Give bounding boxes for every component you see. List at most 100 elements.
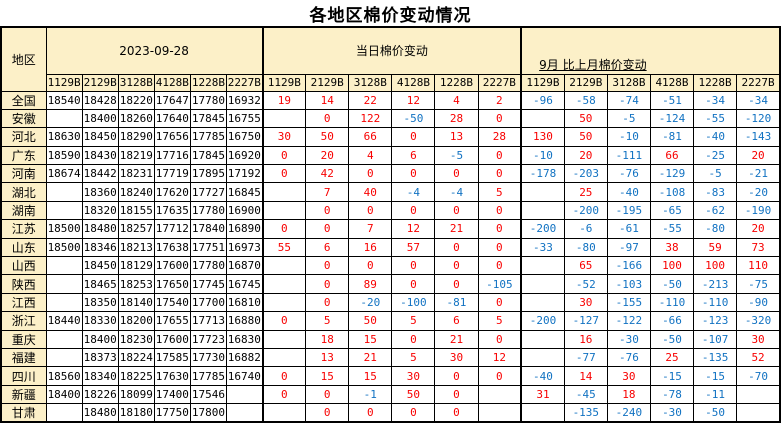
price-cell: 17785: [189, 366, 227, 386]
daily-change-cell: 0: [305, 274, 350, 294]
daily-change-cell: 0: [434, 366, 479, 386]
daily-change-cell: 20: [305, 145, 350, 166]
daily-change-cell: 5: [391, 311, 436, 331]
price-cell: 18290: [117, 127, 155, 147]
daily-change-cell: [261, 403, 307, 423]
price-cell: 17635: [153, 200, 191, 221]
monthly-change-cell: 25: [649, 347, 695, 368]
grade-header: 2227B: [736, 73, 781, 92]
monthly-change-cell: -74: [606, 90, 651, 110]
region-cell: 福建: [0, 347, 47, 368]
daily-change-cell: 22: [348, 90, 393, 110]
price-cell: 16740: [225, 366, 264, 386]
daily-change-cell: 0: [477, 108, 522, 129]
grade-header: 3128B: [606, 73, 651, 92]
daily-change-cell: 16: [348, 237, 393, 258]
monthly-change-cell: -21: [736, 164, 781, 184]
price-cell: 18200: [117, 311, 155, 331]
grade-header: 1129B: [520, 73, 565, 92]
price-cell: 18500: [45, 237, 83, 258]
price-cell: 18480: [81, 403, 119, 423]
monthly-change-cell: -5: [606, 108, 651, 129]
table-row: 河北 18630 18450 18290 17656 17785 16750 30 50 66 0 1…: [0, 127, 781, 147]
monthly-change-cell: -155: [606, 292, 651, 313]
monthly-change-cell: -50: [649, 329, 695, 349]
daily-change-cell: 122: [348, 108, 393, 129]
price-cell: 17780: [189, 200, 227, 221]
price-cell: 17585: [153, 347, 191, 368]
price-cell: 18330: [81, 311, 119, 331]
daily-change-cell: 28: [434, 108, 479, 129]
daily-change-cell: 5: [391, 347, 436, 368]
monthly-change-cell: 25: [563, 182, 608, 202]
daily-change-cell: 0: [434, 200, 479, 221]
monthly-change-cell: -52: [563, 274, 608, 294]
daily-change-cell: -50: [391, 108, 436, 129]
table-body: 全国 18540 18428 18220 17647 17780 16932 19 14 22 12…: [0, 90, 781, 423]
grade-header: 2129B: [81, 73, 119, 92]
monthly-change-cell: -320: [736, 311, 781, 331]
price-cell: 16900: [225, 200, 264, 221]
daily-change-cell: -81: [434, 292, 479, 313]
daily-change-cell: 0: [305, 403, 350, 423]
monthly-change-cell: -15: [693, 366, 738, 386]
price-cell: 18428: [81, 90, 119, 110]
daily-change-cell: 5: [305, 311, 350, 331]
table-row: 江西 18350 18140 17540 17700 16810 0 -20 -100 -81 0 3…: [0, 292, 781, 313]
grade-header: 3128B: [348, 73, 393, 92]
daily-change-cell: -105: [477, 274, 522, 294]
price-cell: [45, 256, 83, 276]
monthly-change-cell: -135: [693, 347, 738, 368]
monthly-change-cell: [520, 182, 565, 202]
daily-change-cell: [261, 256, 307, 276]
table-row: 甘肃 18480 18180 17750 17800 0 0 0 0 -135 -240 -30 -50: [0, 403, 781, 423]
price-cell: 17716: [153, 145, 191, 166]
monthly-change-cell: -111: [606, 145, 651, 166]
monthly-change-cell: -97: [606, 237, 651, 258]
region-cell: 湖南: [0, 200, 47, 221]
price-cell: 17540: [153, 292, 191, 313]
price-cell: 18440: [45, 311, 83, 331]
price-cell: 18400: [81, 108, 119, 129]
monthly-change-cell: -55: [649, 219, 695, 239]
region-cell: 江西: [0, 292, 47, 313]
monthly-change-cell: -10: [606, 127, 651, 147]
grade-header: 3128B: [117, 73, 155, 92]
daily-change-cell: 0: [477, 292, 522, 313]
monthly-change-cell: -240: [606, 403, 651, 423]
monthly-change-cell: -200: [520, 311, 565, 331]
region-cell: 新疆: [0, 384, 47, 405]
price-cell: 18320: [81, 200, 119, 221]
monthly-change-cell: 38: [649, 237, 695, 258]
price-cell: 18400: [45, 384, 83, 405]
monthly-change-cell: -30: [649, 403, 695, 423]
price-cell: 17192: [225, 164, 264, 184]
region-cell: 江苏: [0, 219, 47, 239]
price-cell: 17780: [189, 256, 227, 276]
price-cell: 16920: [225, 145, 264, 166]
price-cell: 16882: [225, 347, 264, 368]
monthly-change-cell: -90: [736, 292, 781, 313]
price-cell: 18480: [81, 219, 119, 239]
monthly-change-cell: -135: [563, 403, 608, 423]
monthly-change-cell: -40: [693, 127, 738, 147]
monthly-change-cell: -75: [736, 274, 781, 294]
price-cell: 17713: [189, 311, 227, 331]
price-cell: [45, 182, 83, 202]
price-cell: 17400: [153, 384, 191, 405]
daily-change-cell: 0: [477, 366, 522, 386]
monthly-change-cell: -5: [693, 164, 738, 184]
region-cell: 浙江: [0, 311, 47, 331]
monthly-change-cell: [520, 108, 565, 129]
price-cell: 18219: [117, 145, 155, 166]
monthly-change-cell: -50: [693, 403, 738, 423]
monthly-change-cell: -10: [520, 145, 565, 166]
daily-change-cell: 40: [348, 182, 393, 202]
daily-change-cell: 30: [391, 366, 436, 386]
daily-change-cell: 21: [434, 329, 479, 349]
price-cell: 17751: [189, 237, 227, 258]
daily-change-cell: 0: [305, 219, 350, 239]
monthly-change-cell: -123: [693, 311, 738, 331]
price-cell: 17638: [153, 237, 191, 258]
daily-change-cell: 89: [348, 274, 393, 294]
